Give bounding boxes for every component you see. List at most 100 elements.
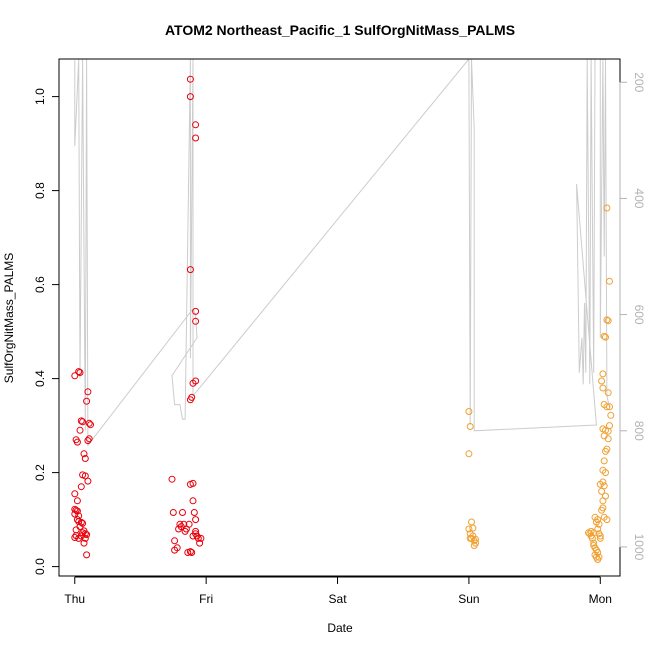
data-point-series-1 [73, 438, 81, 446]
y-axis: 0.0 0.2 0.4 0.6 0.8 1.0 [33, 88, 60, 575]
data-point-series-1 [196, 539, 204, 547]
data-point-series-2 [603, 204, 611, 212]
x-tick-label: Sat [329, 592, 348, 606]
data-point-series-2 [603, 516, 611, 524]
y-tick-label: 1.0 [33, 88, 47, 105]
right-tick-label: 600 [632, 305, 646, 325]
data-point-series-2 [466, 423, 474, 430]
data-point-series-1 [179, 509, 186, 516]
right-tick-label: 1000 [632, 534, 646, 561]
data-point-series-2 [595, 520, 603, 528]
data-point-series-2 [596, 532, 604, 540]
data-point-series-1 [76, 426, 84, 434]
right-axis: 200 400 600 800 1000 [619, 72, 646, 561]
data-point-series-1 [81, 534, 89, 542]
data-point-series-2 [472, 535, 479, 543]
data-point-series-2 [600, 401, 608, 408]
data-point-series-1 [186, 266, 194, 274]
data-point-series-2 [606, 277, 613, 285]
data-point-series-2 [602, 492, 609, 500]
data-point-series-1 [173, 544, 181, 552]
chart-title: ATOM2 Northeast_Pacific_1 SulfOrgNitMass… [165, 22, 515, 38]
data-point-series-1 [71, 372, 79, 380]
data-point-series-2 [465, 525, 473, 533]
y-tick-label: 0.0 [33, 558, 47, 575]
data-points [71, 75, 615, 563]
data-point-series-2 [599, 478, 607, 486]
data-point-series-1 [186, 548, 194, 556]
data-point-series-1 [192, 307, 200, 315]
x-tick-label: Mon [589, 592, 612, 606]
data-point-series-2 [466, 534, 474, 542]
data-point-series-1 [77, 417, 85, 425]
data-point-series-2 [596, 534, 604, 542]
right-tick-label: 400 [632, 188, 646, 208]
data-point-series-1 [192, 527, 200, 535]
data-point-series-2 [595, 553, 603, 561]
data-point-series-1 [186, 93, 194, 101]
data-point-series-1 [79, 418, 87, 426]
data-point-series-1 [71, 510, 79, 518]
data-point-series-1 [80, 539, 88, 547]
y-axis-label: SulfOrgNitMass_PALMS [2, 253, 16, 383]
data-point-series-2 [600, 457, 608, 465]
data-point-series-1 [192, 134, 200, 142]
data-point-series-1 [192, 516, 200, 524]
data-point-series-2 [472, 539, 479, 547]
data-point-series-2 [598, 377, 606, 385]
data-point-series-2 [600, 482, 608, 490]
data-point-series-1 [168, 475, 176, 483]
data-point-series-1 [71, 534, 79, 541]
y-tick-label: 0.2 [33, 464, 47, 481]
data-point-series-1 [190, 509, 198, 516]
data-point-series-1 [189, 497, 197, 505]
data-point-series-1 [84, 388, 92, 396]
x-tick-label: Fri [199, 592, 213, 606]
data-point-series-1 [77, 518, 85, 526]
data-point-series-1 [188, 393, 196, 401]
right-tick-label: 800 [632, 421, 646, 441]
data-point-series-2 [598, 487, 606, 495]
data-point-series-1 [188, 549, 196, 556]
data-point-series-2 [465, 408, 473, 415]
pressure-trace [74, 59, 610, 447]
data-point-series-2 [599, 466, 607, 474]
x-axis-label: Date [327, 621, 353, 635]
data-point-series-2 [600, 332, 608, 340]
data-point-series-1 [81, 530, 89, 538]
x-axis: Thu Fri Sat Sun Mon [64, 576, 612, 606]
data-point-series-1 [85, 419, 93, 427]
data-point-series-1 [169, 509, 177, 516]
data-point-series-2 [604, 389, 612, 397]
data-point-series-2 [607, 411, 615, 419]
data-point-series-2 [594, 525, 602, 533]
data-point-series-2 [599, 384, 607, 392]
data-point-series-1 [186, 75, 194, 83]
data-point-series-2 [599, 370, 607, 378]
data-point-series-2 [606, 422, 613, 430]
x-tick-label: Sun [458, 592, 479, 606]
data-point-series-1 [76, 369, 84, 376]
data-point-series-1 [77, 483, 85, 491]
data-point-series-1 [72, 526, 80, 534]
data-point-series-2 [587, 527, 595, 535]
data-point-series-2 [603, 316, 611, 324]
data-point-series-1 [81, 455, 89, 462]
data-point-series-1 [186, 480, 194, 488]
data-point-series-1 [85, 435, 93, 443]
data-point-series-1 [72, 506, 80, 514]
data-point-series-1 [192, 317, 200, 325]
data-point-series-1 [185, 520, 193, 528]
data-point-series-2 [604, 317, 612, 325]
data-point-series-1 [71, 490, 79, 498]
data-point-series-1 [84, 437, 92, 445]
data-point-series-1 [83, 551, 91, 559]
data-point-series-1 [80, 450, 88, 458]
plot-frame [58, 58, 621, 577]
data-point-series-2 [599, 504, 607, 512]
data-point-series-2 [590, 539, 598, 547]
pressure-line [74, 59, 610, 447]
data-point-series-2 [591, 513, 599, 521]
data-point-series-1 [84, 477, 92, 485]
